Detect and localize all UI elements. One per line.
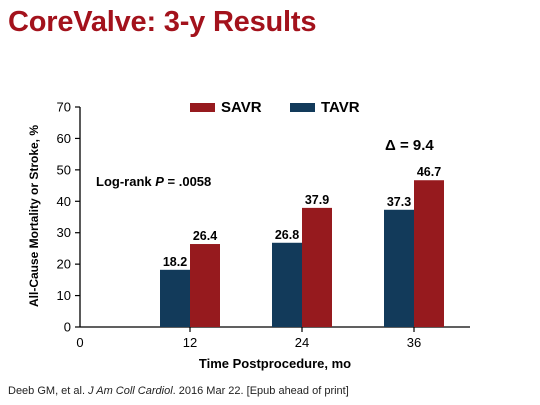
x-tick-label: 0 bbox=[76, 335, 83, 350]
bar-savr bbox=[190, 244, 220, 327]
y-tick-label: 60 bbox=[57, 131, 71, 146]
y-tick-label: 70 bbox=[57, 100, 71, 115]
bar-tavr bbox=[272, 242, 302, 327]
logrank-prefix: Log-rank bbox=[96, 174, 155, 189]
data-label: 26.4 bbox=[193, 229, 217, 243]
x-tick-label: 12 bbox=[183, 335, 197, 350]
data-label: 26.8 bbox=[275, 228, 299, 242]
data-label: 37.9 bbox=[305, 193, 329, 207]
citation-journal: J Am Coll Cardiol bbox=[88, 385, 173, 397]
y-tick-label: 30 bbox=[57, 225, 71, 240]
citation-prefix: Deeb GM, et al. bbox=[8, 385, 89, 397]
x-tick-label: 24 bbox=[295, 335, 309, 350]
legend-swatch-tavr bbox=[290, 103, 315, 112]
legend-label-savr: SAVR bbox=[221, 99, 262, 116]
bar-tavr bbox=[160, 269, 190, 327]
y-tick-label: 20 bbox=[57, 257, 71, 272]
logrank-annotation: Log-rank P = .0058 bbox=[96, 174, 211, 189]
y-tick-label: 40 bbox=[57, 194, 71, 209]
bar-tavr bbox=[384, 209, 414, 327]
legend-label-tavr: TAVR bbox=[321, 99, 360, 116]
logrank-value: = .0058 bbox=[164, 174, 211, 189]
y-tick-label: 50 bbox=[57, 162, 71, 177]
delta-annotation: Δ = 9.4 bbox=[385, 137, 434, 154]
bar-savr bbox=[414, 180, 444, 327]
x-axis-title: Time Postprocedure, mo bbox=[199, 356, 351, 371]
logrank-p: P bbox=[155, 174, 164, 189]
slide-title: CoreValve: 3-y Results bbox=[8, 6, 317, 38]
legend-swatch-savr bbox=[190, 103, 215, 112]
bar-savr bbox=[302, 207, 332, 327]
x-tick-label: 36 bbox=[407, 335, 421, 350]
citation: Deeb GM, et al. J Am Coll Cardiol. 2016 … bbox=[8, 385, 349, 397]
data-label: 18.2 bbox=[163, 255, 187, 269]
data-label: 46.7 bbox=[417, 165, 441, 179]
y-axis-title: All-Cause Mortality or Stroke, % bbox=[27, 125, 41, 307]
citation-suffix: . 2016 Mar 22. [Epub ahead of print] bbox=[172, 385, 349, 397]
y-tick-label: 0 bbox=[64, 320, 71, 335]
y-tick-label: 10 bbox=[57, 288, 71, 303]
data-label: 37.3 bbox=[387, 195, 411, 209]
